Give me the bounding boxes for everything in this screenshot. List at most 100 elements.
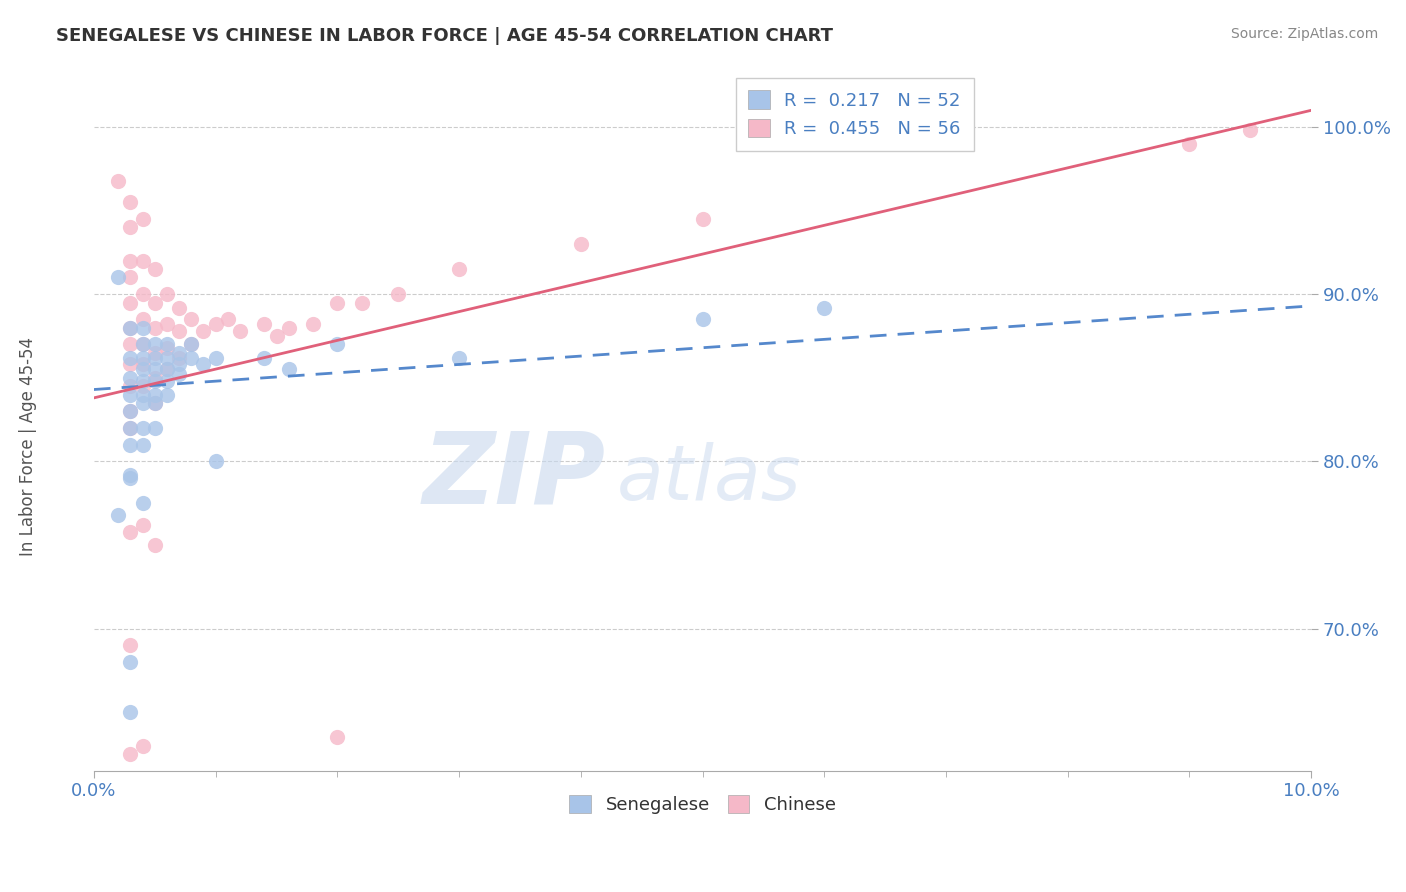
Point (156, 337, 179, 351)
Point (302, 318, 325, 332)
Point (120, 295, 142, 310)
Point (131, 253, 153, 268)
Point (131, 496, 153, 510)
Point (120, 438, 142, 452)
Point (107, 173, 129, 187)
Point (131, 517, 153, 532)
Point (143, 538, 166, 552)
Point (277, 362, 299, 376)
Point (387, 287, 409, 301)
Point (167, 345, 190, 359)
Point (131, 387, 153, 401)
Point (180, 312, 202, 326)
Point (107, 508, 129, 522)
Point (131, 358, 153, 372)
Point (131, 374, 153, 388)
Point (120, 655, 142, 669)
Point (131, 362, 153, 376)
Point (167, 351, 190, 365)
Text: SENEGALESE VS CHINESE IN LABOR FORCE | AGE 45-54 CORRELATION CHART: SENEGALESE VS CHINESE IN LABOR FORCE | A… (56, 27, 834, 45)
Point (131, 337, 153, 351)
Point (156, 287, 179, 301)
Point (193, 324, 215, 338)
Point (204, 454, 226, 468)
Point (120, 421, 142, 435)
Point (143, 295, 166, 310)
Point (120, 337, 142, 351)
Point (131, 351, 153, 365)
Point (204, 351, 226, 365)
Text: In Labor Force | Age 45-54: In Labor Force | Age 45-54 (20, 336, 37, 556)
Point (131, 211, 153, 226)
Point (156, 341, 179, 355)
Point (813, 301, 835, 315)
Point (692, 211, 714, 226)
Point (180, 337, 202, 351)
Point (120, 320, 142, 334)
Point (120, 471, 142, 485)
Point (180, 351, 202, 365)
Point (120, 747, 142, 761)
Legend: Senegalese, Chinese: Senegalese, Chinese (558, 784, 846, 825)
Point (120, 358, 142, 372)
Point (266, 329, 288, 343)
Point (120, 195, 142, 210)
Point (143, 371, 166, 385)
Point (143, 337, 166, 351)
Point (120, 379, 142, 393)
Point (131, 337, 153, 351)
Point (204, 318, 226, 332)
Point (120, 421, 142, 435)
Point (143, 351, 166, 365)
Point (156, 362, 179, 376)
Point (120, 270, 142, 285)
Point (120, 404, 142, 418)
Text: atlas: atlas (617, 442, 801, 516)
Point (143, 387, 166, 401)
Point (120, 467, 142, 482)
Point (692, 312, 714, 326)
Point (193, 358, 215, 372)
Point (449, 351, 471, 365)
Point (253, 351, 276, 365)
Point (253, 318, 276, 332)
Text: ZIP: ZIP (422, 427, 605, 524)
Point (156, 318, 179, 332)
Point (120, 220, 142, 235)
Point (156, 374, 179, 388)
Point (156, 387, 179, 401)
Point (143, 374, 166, 388)
Point (167, 324, 190, 338)
Point (167, 368, 190, 382)
Point (131, 379, 153, 393)
Point (143, 396, 166, 410)
Point (120, 638, 142, 652)
Point (131, 739, 153, 753)
Point (1178, 136, 1201, 151)
Point (143, 362, 166, 376)
Point (131, 287, 153, 301)
Point (120, 320, 142, 334)
Point (180, 337, 202, 351)
Text: Source: ZipAtlas.com: Source: ZipAtlas.com (1230, 27, 1378, 41)
Point (156, 351, 179, 365)
Point (277, 320, 299, 334)
Point (131, 312, 153, 326)
Point (120, 253, 142, 268)
Point (167, 358, 190, 372)
Point (120, 351, 142, 365)
Point (326, 337, 349, 351)
Point (143, 262, 166, 277)
Point (143, 320, 166, 334)
Point (167, 301, 190, 315)
Point (350, 295, 373, 310)
Point (449, 262, 471, 277)
Point (131, 421, 153, 435)
Point (569, 237, 592, 252)
Point (131, 320, 153, 334)
Point (120, 705, 142, 719)
Point (143, 396, 166, 410)
Point (156, 362, 179, 376)
Point (229, 324, 252, 338)
Point (143, 345, 166, 359)
